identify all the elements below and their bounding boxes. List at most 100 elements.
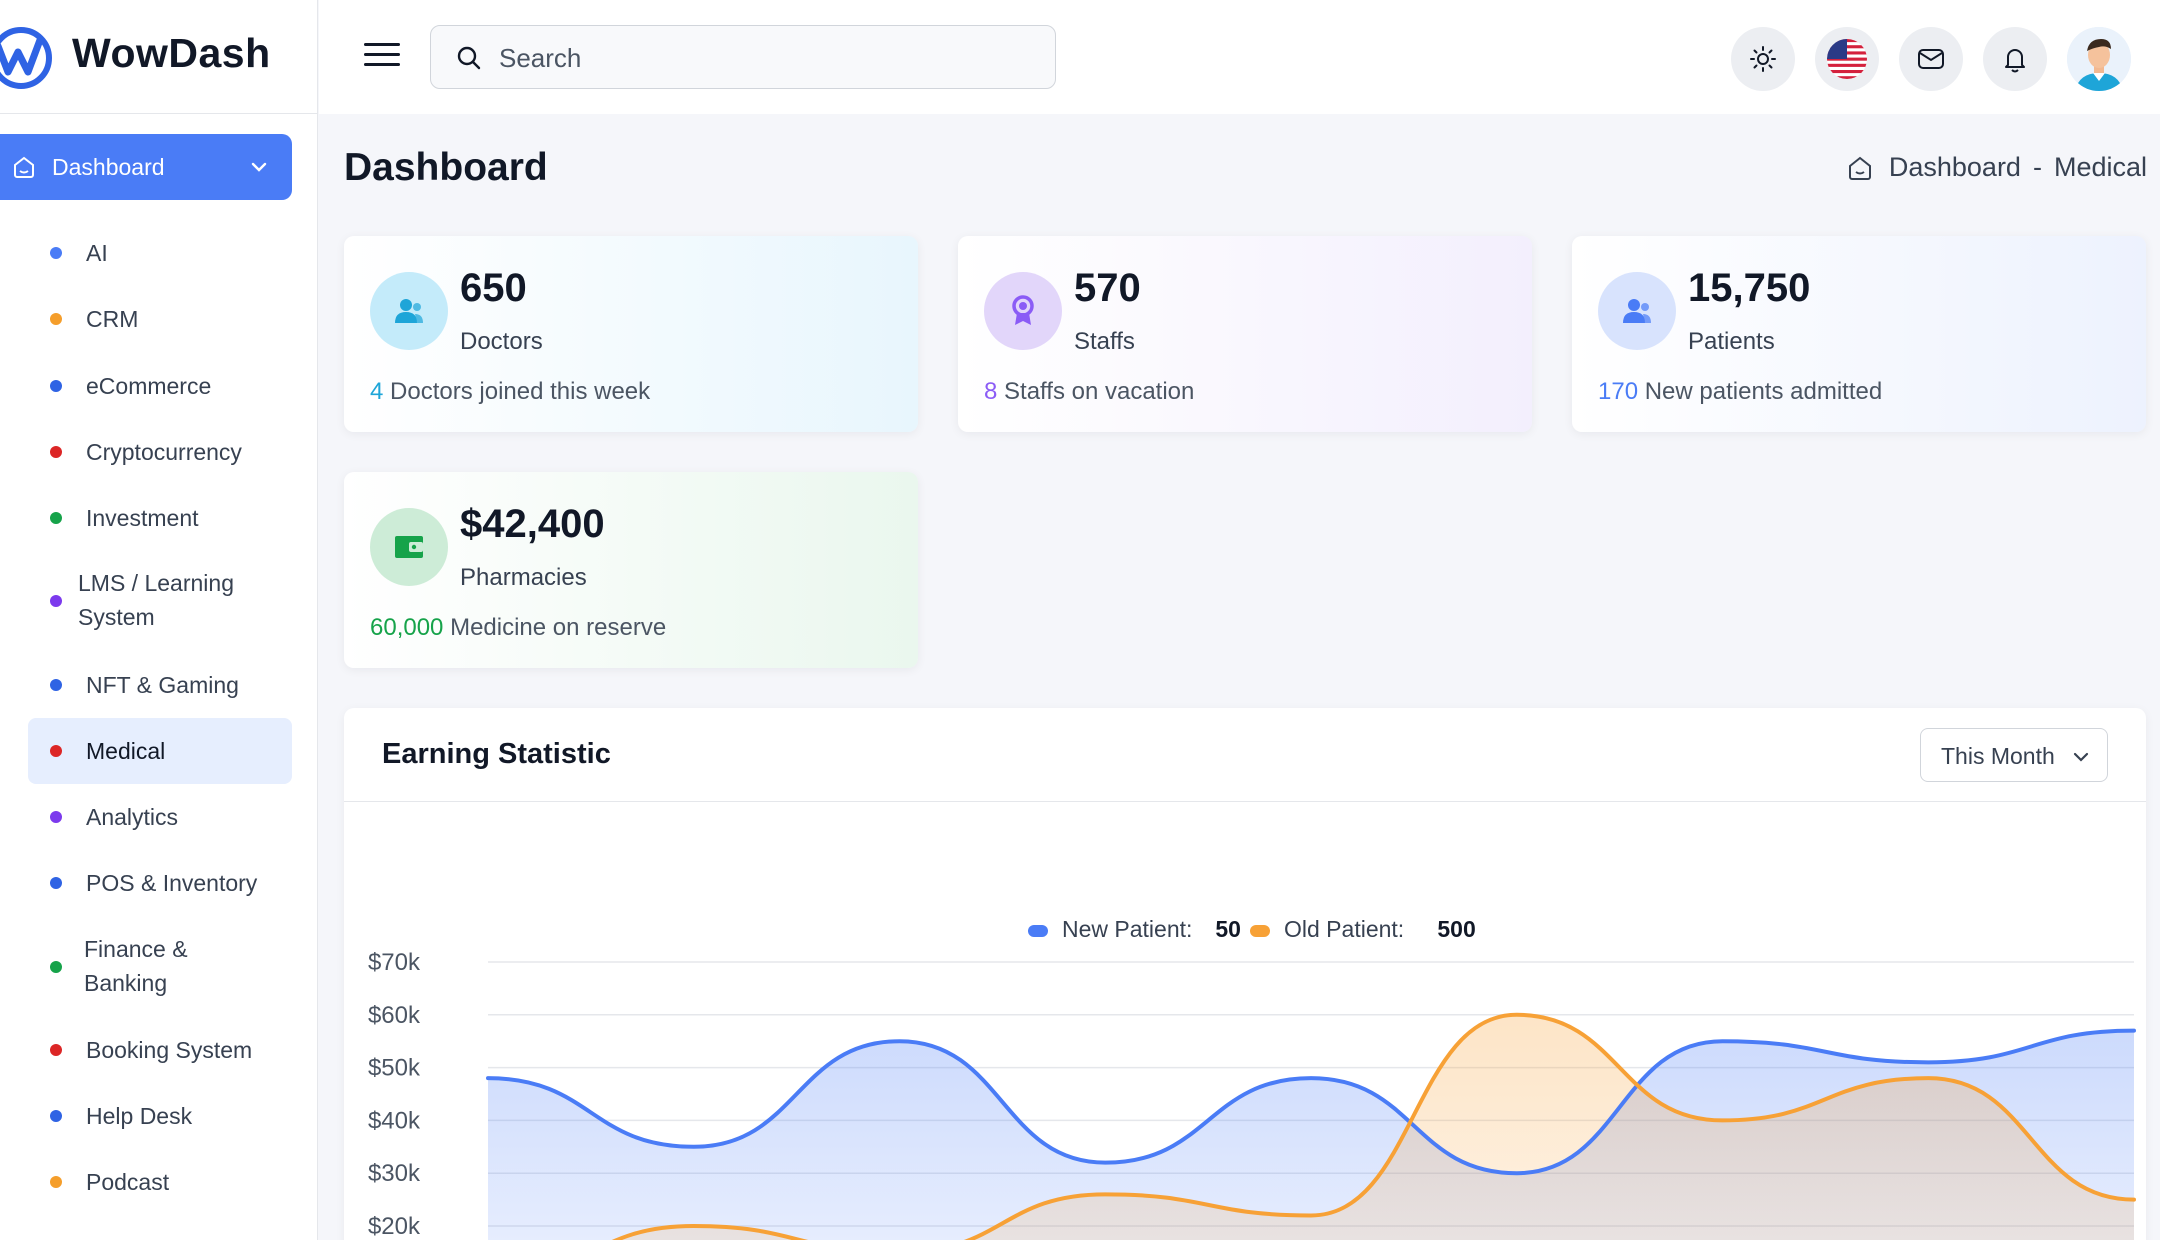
- stat-value: $42,400: [460, 502, 605, 546]
- status-dot: [50, 679, 62, 691]
- y-tick-label: $60k: [368, 1002, 421, 1029]
- sidebar-item-ecommerce[interactable]: eCommerce: [28, 366, 292, 406]
- breadcrumb-home-link[interactable]: Dashboard: [1888, 152, 2021, 182]
- sidebar-dashboard-label: Dashboard: [52, 154, 165, 180]
- page-title: Dashboard: [344, 146, 548, 189]
- sidebar-item-finance-banking[interactable]: Finance & Banking: [28, 930, 292, 1004]
- logo[interactable]: WowDash: [0, 0, 317, 114]
- series-line-new-patient: [486, 1028, 2136, 1176]
- earning-statistic-card: Earning Statistic This Month New Patient…: [344, 708, 2146, 1240]
- sidebar-item-podcast[interactable]: Podcast: [28, 1162, 292, 1202]
- y-tick-label: $20k: [368, 1213, 421, 1240]
- search-box[interactable]: [430, 25, 1056, 89]
- stat-value: 650: [460, 266, 527, 310]
- sidebar-item-investment[interactable]: Investment: [28, 498, 292, 538]
- status-dot: [50, 380, 62, 392]
- legend-value: 50: [1215, 916, 1241, 942]
- stat-note-highlight: 170: [1598, 378, 1639, 405]
- stat-note-highlight: 4: [370, 378, 384, 405]
- stat-note-text: Staffs on vacation: [1004, 378, 1195, 405]
- chart-header: Earning Statistic This Month: [344, 708, 2146, 802]
- sidebar-item-label: eCommerce: [86, 373, 212, 399]
- wallet-icon: [370, 508, 448, 586]
- user-avatar-button[interactable]: [2067, 27, 2131, 91]
- sidebar-item-label: Podcast: [86, 1169, 170, 1195]
- sidebar-item-label: Booking System: [86, 1037, 253, 1063]
- home-icon: [1848, 156, 1871, 180]
- y-tick-label: $30k: [368, 1160, 421, 1187]
- app-name: WowDash: [72, 30, 271, 76]
- series-line-old-patient: [611, 1012, 2136, 1240]
- sidebar-item-pos-inventory[interactable]: POS & Inventory: [28, 863, 292, 903]
- sidebar-item-label: Investment: [86, 505, 199, 531]
- bell-icon: [2005, 49, 2025, 73]
- stat-value: 15,750: [1688, 266, 1811, 310]
- sidebar-item-label: CRM: [86, 306, 139, 332]
- status-dot: [50, 512, 62, 524]
- stat-note: 170 New patients admitted: [1598, 378, 1882, 406]
- search-icon: [457, 46, 481, 70]
- sidebar-item-label: Finance & Banking: [84, 936, 188, 996]
- us-flag-icon: [1827, 39, 1867, 79]
- y-tick-label: $70k: [368, 949, 421, 976]
- chevron-down-icon: [2073, 752, 2089, 762]
- y-tick-label: $40k: [368, 1107, 421, 1134]
- legend-marker: [1250, 925, 1270, 937]
- legend-marker: [1028, 925, 1048, 937]
- chart-title: Earning Statistic: [382, 738, 611, 770]
- sidebar-item-booking-system[interactable]: Booking System: [28, 1030, 292, 1070]
- sidebar-item-label: Medical: [86, 738, 166, 764]
- stat-label: Doctors: [460, 328, 543, 355]
- notifications-button[interactable]: [1983, 27, 2047, 91]
- sidebar-item-cryptocurrency[interactable]: Cryptocurrency: [28, 432, 292, 472]
- period-select[interactable]: This Month: [1920, 728, 2108, 782]
- stat-card-staffs: 570 Staffs 8 Staffs on vacation: [958, 236, 1532, 432]
- sidebar-item-nft-gaming[interactable]: NFT & Gaming: [28, 665, 292, 705]
- hamburger-menu-icon[interactable]: [364, 40, 400, 70]
- stat-label: Pharmacies: [460, 564, 587, 591]
- sidebar-item-label: Help Desk: [86, 1103, 193, 1129]
- stat-note: 8 Staffs on vacation: [984, 378, 1194, 406]
- award-icon: [984, 272, 1062, 350]
- theme-toggle-button[interactable]: [1731, 27, 1795, 91]
- status-dot: [50, 595, 62, 607]
- stat-card-doctors: 650 Doctors 4 Doctors joined this week: [344, 236, 918, 432]
- stat-value: 570: [1074, 266, 1141, 310]
- status-dot: [50, 247, 62, 259]
- sidebar-item-label: LMS / Learning System: [78, 570, 234, 630]
- sidebar-item-label: AI: [86, 240, 108, 266]
- stat-note-highlight: 8: [984, 378, 998, 405]
- status-dot: [50, 1176, 62, 1188]
- stat-note-text: Medicine on reserve: [450, 614, 667, 641]
- legend-value: 500: [1437, 916, 1475, 942]
- mail-icon: [1918, 49, 1944, 69]
- sidebar-item-crm[interactable]: CRM: [28, 299, 292, 339]
- stat-note-highlight: 60,000: [370, 614, 444, 641]
- sidebar-dashboard-button[interactable]: Dashboard: [0, 134, 292, 200]
- stat-note-text: Doctors joined this week: [390, 378, 651, 405]
- series-area-old-patient: [616, 1014, 2134, 1240]
- status-dot: [50, 877, 62, 889]
- sidebar-item-analytics[interactable]: Analytics: [28, 797, 292, 837]
- language-button[interactable]: [1815, 27, 1879, 91]
- sidebar-item-lms[interactable]: LMS / Learning System: [28, 564, 292, 638]
- messages-button[interactable]: [1899, 27, 1963, 91]
- y-tick-label: $50k: [368, 1055, 421, 1082]
- stat-note: 60,000 Medicine on reserve: [370, 614, 666, 642]
- doctors-icon: [370, 272, 448, 350]
- sidebar-item-label: Analytics: [86, 804, 179, 830]
- sidebar-item-medical[interactable]: Medical: [28, 718, 292, 784]
- wowdash-logo-icon: [0, 27, 52, 89]
- status-dot: [50, 446, 62, 458]
- search-input[interactable]: [499, 38, 1029, 78]
- patients-icon: [1598, 272, 1676, 350]
- sidebar-item-ai[interactable]: AI: [28, 233, 292, 273]
- chevron-down-icon: [251, 162, 267, 172]
- home-icon: [14, 156, 34, 178]
- sidebar-item-help-desk[interactable]: Help Desk: [28, 1096, 292, 1136]
- breadcrumb-current: Medical: [2053, 152, 2147, 182]
- sidebar: WowDash Dashboard AI CRM eCommerce Crypt…: [0, 0, 318, 1240]
- top-header: [319, 0, 2160, 114]
- sidebar-item-label: Cryptocurrency: [86, 439, 242, 465]
- stat-label: Staffs: [1074, 328, 1135, 355]
